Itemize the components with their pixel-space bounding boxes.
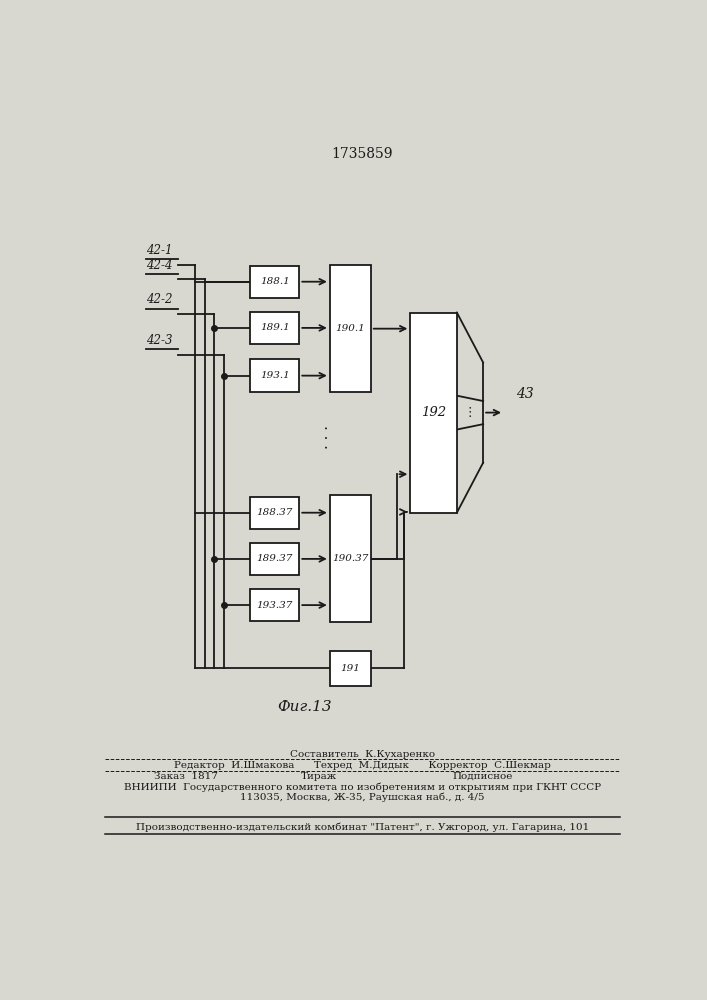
Text: Тираж: Тираж (300, 772, 337, 781)
Text: Заказ  1817: Заказ 1817 (154, 772, 218, 781)
Text: 42-1: 42-1 (146, 244, 173, 257)
Text: 42-3: 42-3 (146, 334, 173, 347)
Text: ВНИИПИ  Государственного комитета по изобретениям и открытиям при ГКНТ СССР: ВНИИПИ Государственного комитета по изоб… (124, 783, 601, 792)
Text: 189.1: 189.1 (259, 323, 290, 332)
Text: Редактор  И.Шмакова      Техред  М.Дидык      Корректор  С.Шекмар: Редактор И.Шмакова Техред М.Дидык Коррек… (174, 761, 551, 770)
Text: . . .: . . . (317, 425, 331, 449)
Bar (250, 589, 299, 621)
Text: 42-4: 42-4 (146, 259, 173, 272)
Text: 188.37: 188.37 (257, 508, 293, 517)
Bar (329, 265, 371, 392)
Text: Подписное: Подписное (452, 772, 513, 781)
Bar (410, 312, 457, 513)
Text: 190.37: 190.37 (332, 554, 368, 563)
Bar (250, 266, 299, 298)
Text: Составитель  К.Кухаренко: Составитель К.Кухаренко (290, 750, 435, 759)
Text: 190.1: 190.1 (335, 324, 365, 333)
Text: 193.37: 193.37 (257, 601, 293, 610)
Text: 1735859: 1735859 (332, 147, 393, 161)
Text: 188.1: 188.1 (259, 277, 290, 286)
Bar (250, 543, 299, 575)
Text: Производственно-издательский комбинат "Патент", г. Ужгород, ул. Гагарина, 101: Производственно-издательский комбинат "П… (136, 822, 589, 832)
Bar (250, 312, 299, 344)
Text: 192: 192 (421, 406, 446, 419)
Bar (329, 651, 371, 686)
Bar (250, 359, 299, 392)
Bar (250, 497, 299, 529)
Text: 189.37: 189.37 (257, 554, 293, 563)
Text: ⋮: ⋮ (464, 406, 477, 419)
Text: 43: 43 (516, 387, 534, 401)
Text: Фиг.13: Фиг.13 (277, 700, 332, 714)
Text: 113035, Москва, Ж-35, Раушская наб., д. 4/5: 113035, Москва, Ж-35, Раушская наб., д. … (240, 792, 484, 802)
Text: 193.1: 193.1 (259, 371, 290, 380)
Text: 191: 191 (340, 664, 361, 673)
Bar (329, 495, 371, 622)
Text: 42-2: 42-2 (146, 293, 173, 306)
